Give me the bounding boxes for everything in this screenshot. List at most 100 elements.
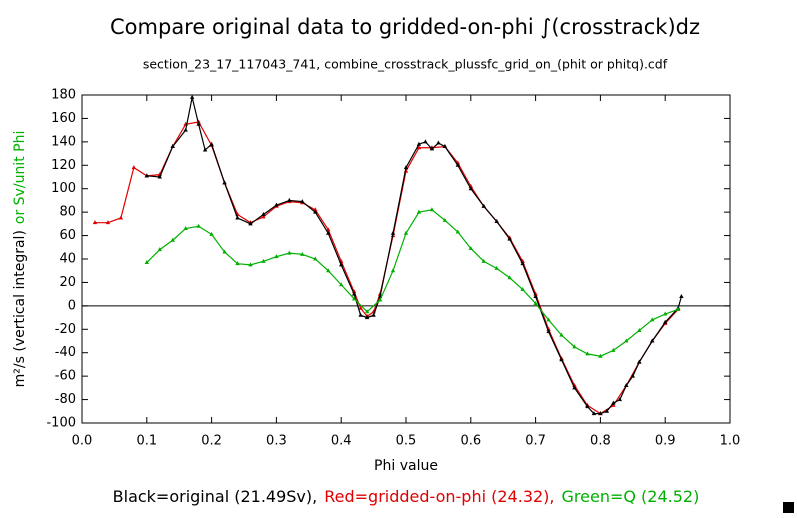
point-marker [326, 268, 331, 273]
x-tick-label: 0.8 [590, 434, 611, 449]
y-tick-label: -20 [55, 322, 76, 337]
y-tick-label: -60 [55, 369, 76, 384]
point-marker [313, 256, 318, 261]
point-marker [287, 197, 292, 202]
point-marker [604, 408, 610, 413]
point-marker [637, 359, 642, 364]
point-marker [196, 223, 201, 228]
point-marker [364, 315, 370, 320]
point-marker [468, 245, 473, 250]
point-marker [222, 180, 227, 185]
point-marker [300, 251, 305, 256]
point-marker [650, 338, 655, 343]
point-marker [546, 317, 551, 322]
point-marker [442, 217, 448, 222]
y-tick-label: -100 [46, 416, 76, 431]
series-line [146, 209, 679, 357]
point-marker [131, 165, 137, 170]
point-marker [274, 202, 279, 207]
point-marker [585, 404, 590, 409]
point-marker [326, 230, 331, 235]
point-marker [624, 338, 629, 343]
point-marker [675, 306, 681, 311]
point-marker [611, 402, 616, 407]
point-marker [572, 385, 577, 390]
point-marker [650, 317, 655, 322]
point-marker [617, 397, 623, 402]
corner-marker [783, 502, 794, 513]
point-marker [235, 261, 240, 266]
x-tick-label: 0.9 [655, 434, 676, 449]
point-marker [624, 383, 629, 388]
point-marker [202, 147, 208, 152]
point-marker [189, 94, 195, 99]
point-marker [196, 119, 201, 124]
point-marker [585, 351, 590, 356]
footer: Black=original (21.49Sv), Red=gridded-on-… [113, 487, 700, 506]
point-marker [390, 230, 396, 235]
x-tick-label: 0.7 [525, 434, 546, 449]
chart-subtitle: section_23_17_117043_741, combine_crosst… [143, 57, 668, 72]
point-marker [416, 145, 422, 150]
point-marker [92, 220, 98, 225]
point-marker [611, 400, 616, 405]
x-tick-label: 0.2 [201, 434, 222, 449]
point-marker [287, 250, 292, 255]
point-marker [261, 211, 266, 216]
point-marker [364, 309, 370, 314]
point-marker [663, 311, 668, 316]
point-marker [423, 139, 428, 144]
point-marker [351, 296, 357, 301]
y-tick-label: 0 [68, 298, 76, 313]
point-marker [358, 305, 363, 310]
point-marker [403, 230, 409, 235]
y-tick-label: 60 [59, 228, 76, 243]
point-marker [598, 353, 603, 358]
point-marker [455, 162, 461, 167]
point-marker [436, 140, 441, 145]
x-tick-label: 0.0 [72, 434, 93, 449]
point-marker [313, 207, 318, 212]
point-marker [468, 186, 473, 191]
y-axis-label-part: m²/s (vertical integral) [12, 230, 28, 387]
point-marker [248, 262, 253, 267]
point-marker [494, 265, 499, 270]
point-marker [390, 268, 396, 273]
point-marker [507, 275, 512, 280]
point-marker [403, 165, 409, 170]
y-tick-label: -40 [55, 345, 76, 360]
point-marker [222, 249, 227, 254]
x-tick-label: 0.1 [136, 434, 157, 449]
point-marker [144, 173, 149, 178]
y-tick-label: 140 [51, 134, 76, 149]
footer-part: Red=gridded-on-phi (24.32), [324, 487, 554, 506]
point-marker [377, 297, 383, 302]
chart-title: Compare original data to gridded-on-phi … [110, 15, 700, 39]
point-marker [637, 327, 642, 332]
point-marker [679, 293, 684, 298]
point-marker [157, 247, 162, 252]
point-marker [105, 220, 111, 225]
point-marker [611, 347, 616, 352]
point-marker [663, 319, 668, 324]
point-marker [157, 174, 162, 179]
y-tick-label: 120 [51, 158, 76, 173]
point-marker [507, 236, 512, 241]
y-tick-label: -80 [55, 392, 76, 407]
point-marker [358, 312, 363, 317]
point-marker [196, 121, 201, 126]
x-tick-label: 1.0 [720, 434, 741, 449]
point-marker [183, 127, 188, 132]
point-marker [416, 141, 422, 146]
point-marker [533, 301, 538, 306]
x-tick-label: 0.6 [460, 434, 481, 449]
y-tick-label: 20 [59, 275, 76, 290]
point-marker [559, 357, 564, 362]
point-marker [274, 254, 279, 259]
point-marker [339, 282, 344, 287]
footer-part: Black=original (21.49Sv), [113, 487, 318, 506]
point-marker [429, 207, 435, 212]
point-marker [559, 332, 564, 337]
x-tick-label: 0.4 [331, 434, 352, 449]
